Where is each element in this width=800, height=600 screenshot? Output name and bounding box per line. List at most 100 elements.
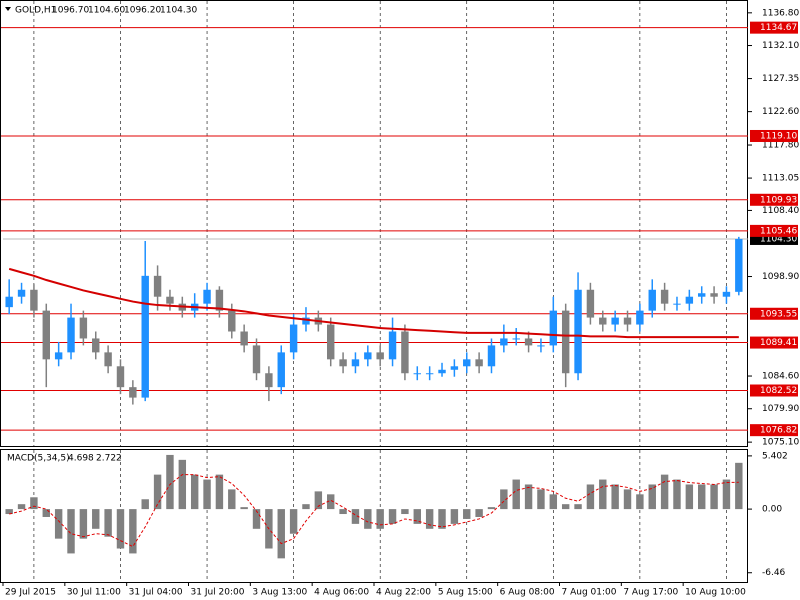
y-tick-label: 1108.40 [762, 206, 799, 216]
candle-body [648, 289, 656, 311]
candle-body [42, 310, 50, 360]
candle-body [537, 345, 545, 347]
symbol: GOLD,H1 [15, 6, 56, 16]
candle-body [364, 352, 372, 360]
candle-body [203, 289, 211, 304]
candle-body [574, 289, 582, 374]
macd-tick-label: -6.46 [762, 568, 786, 578]
x-tick-label: 30 Jul 11:00 [67, 588, 121, 598]
macd-bar [561, 504, 570, 510]
candle-body [54, 352, 63, 360]
macd-signal [9, 474, 739, 548]
macd-bar [586, 484, 595, 510]
macd-frame [0, 449, 748, 583]
macd-bar [17, 504, 26, 510]
level-label: 1082.52 [760, 386, 797, 396]
candle-body [17, 289, 26, 297]
candle-body [524, 338, 533, 346]
macd-bar [673, 479, 681, 510]
macd-bar [425, 509, 434, 529]
candle-body [735, 238, 743, 292]
level-box [750, 193, 798, 206]
x-tick-label: 5 Aug 15:00 [438, 588, 493, 598]
candle-body [104, 352, 112, 367]
level-label: 1134.67 [760, 23, 797, 33]
candle-body [450, 366, 459, 370]
macd-bar [636, 494, 644, 510]
macd-bar [698, 484, 706, 510]
menu-arrow[interactable] [5, 7, 11, 11]
macd-bar [314, 491, 323, 510]
candle-body [636, 310, 644, 325]
macd-bar [487, 507, 496, 510]
level-box [750, 336, 798, 349]
candle-body [228, 310, 236, 332]
candle-body [722, 291, 731, 297]
candle-body [351, 359, 360, 367]
candle-body [487, 345, 496, 367]
macd-bar [153, 474, 162, 510]
macd-bar [289, 509, 298, 534]
x-tick-label: 6 Aug 08:00 [500, 588, 555, 598]
level-box [750, 384, 798, 397]
y-tick-label: 1075.10 [762, 438, 799, 448]
macd-bar [178, 459, 187, 510]
y-tick-label: 1132.10 [762, 41, 799, 51]
macd-signal-value: 2.722 [96, 454, 122, 464]
macd-bar [500, 489, 508, 510]
macd-bar [129, 509, 137, 554]
macd-bar [599, 479, 607, 510]
candle-body [660, 289, 669, 304]
candle-body [67, 317, 75, 353]
macd-bar [302, 504, 310, 510]
candle-body [710, 293, 718, 297]
macd-bar [611, 484, 619, 510]
macd-bar [92, 509, 100, 529]
candle-body [252, 345, 261, 374]
level-box [750, 21, 798, 34]
candle-body [339, 359, 347, 367]
candle-body [30, 289, 38, 311]
candle-body [376, 352, 384, 360]
candle-body [586, 289, 595, 318]
macd-bar [364, 509, 372, 529]
macd-bar [401, 509, 409, 515]
candle-body [265, 373, 273, 388]
candle-body [141, 275, 149, 398]
candle-body [116, 366, 125, 388]
x-tick-label: 3 Aug 13:00 [252, 588, 307, 598]
y-tick-label: 1127.35 [762, 74, 799, 84]
candle-body [611, 317, 619, 325]
main-frame [0, 0, 748, 447]
candle-body [599, 317, 607, 325]
x-tick-label: 7 Aug 01:00 [562, 588, 617, 598]
macd-bar [648, 484, 656, 510]
macd-bar [203, 479, 211, 510]
candle-body [673, 303, 681, 305]
header-low: 1096.20 [124, 6, 161, 16]
macd-bar [475, 509, 483, 517]
candle-body [463, 359, 471, 367]
y-tick-label: 1122.60 [762, 107, 799, 117]
macd-bar [463, 509, 471, 519]
macd-bar [524, 484, 533, 510]
macd-bar [190, 474, 199, 510]
candle-body [5, 296, 13, 308]
candle-body [92, 338, 100, 353]
header-high: 1104.60 [88, 6, 125, 16]
candle-body [500, 338, 508, 346]
candle-body [240, 331, 248, 346]
macd-bar [735, 462, 743, 510]
level-box [750, 424, 798, 437]
candle-body [277, 352, 285, 388]
macd-bar [339, 509, 347, 515]
macd-bar [685, 484, 694, 510]
candle-body [561, 310, 570, 374]
y-tick-label: 1113.05 [762, 174, 799, 184]
candle-body [413, 373, 421, 375]
y-tick-label: 1136.80 [762, 8, 799, 18]
macd-bar [67, 509, 75, 554]
candle-body [215, 289, 224, 311]
macd-bar [104, 509, 112, 537]
candle-body [623, 317, 632, 325]
